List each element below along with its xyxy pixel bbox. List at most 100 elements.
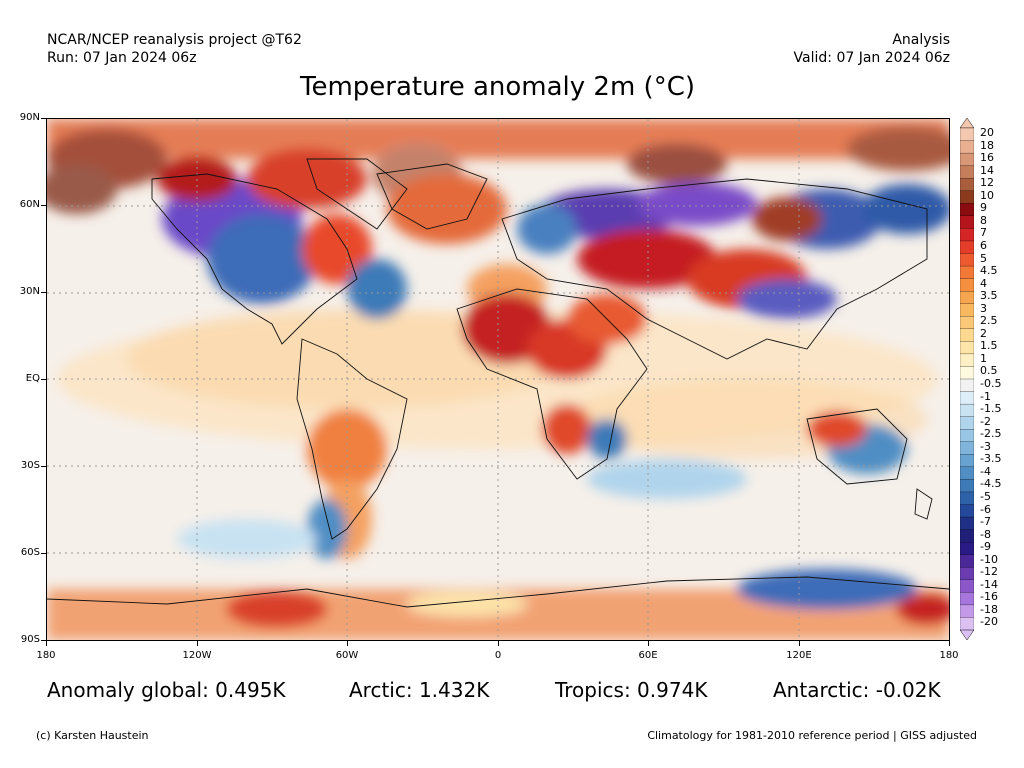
lat-label-90n: 90N xyxy=(19,112,40,123)
colorbar-swatch xyxy=(960,504,974,518)
lat-tick xyxy=(41,379,46,380)
colorbar-swatch xyxy=(960,215,974,230)
colorbar-label: 7 xyxy=(980,226,987,240)
colorbar-swatch xyxy=(960,454,974,468)
lon-label-120w: 120W xyxy=(182,650,212,661)
colorbar-swatch xyxy=(960,353,974,368)
colorbar-swatch xyxy=(960,617,974,631)
colorbar-label: 5 xyxy=(980,251,987,265)
lat-tick xyxy=(41,292,46,293)
colorbar-swatch xyxy=(960,366,974,380)
lon-label-0: 0 xyxy=(494,650,502,661)
colorbar-label: -1 xyxy=(980,389,991,403)
run-info: NCAR/NCEP reanalysis project @T62 Run: 0… xyxy=(47,31,302,67)
lon-tick xyxy=(46,641,47,646)
lon-label-60e: 60E xyxy=(638,650,658,661)
colorbar-label: -20 xyxy=(980,615,998,629)
colorbar-swatch xyxy=(960,140,974,154)
colorbar-label: -4.5 xyxy=(980,477,1002,491)
temperature-anomaly-map xyxy=(46,118,950,641)
lat-label-30s: 30S xyxy=(20,460,40,471)
lat-tick xyxy=(41,118,46,119)
run-time: Run: 07 Jan 2024 06z xyxy=(47,50,197,66)
colorbar-swatch xyxy=(960,529,974,543)
colorbar xyxy=(960,118,974,640)
colorbar-swatch xyxy=(960,190,974,204)
colorbar-swatch xyxy=(960,479,974,493)
colorbar-label: 4 xyxy=(980,276,987,290)
colorbar-label: 10 xyxy=(980,188,994,202)
colorbar-swatch xyxy=(960,203,974,217)
colorbar-swatch xyxy=(960,541,974,556)
coastlines xyxy=(47,158,949,608)
colorbar-label: -3 xyxy=(980,439,991,453)
colorbar-label: -14 xyxy=(980,577,998,591)
colorbar-swatch xyxy=(960,127,974,142)
map-title: Temperature anomaly 2m (°C) xyxy=(300,72,695,102)
lat-label-60n: 60N xyxy=(19,199,40,210)
lon-tick xyxy=(498,641,499,646)
lat-tick xyxy=(41,640,46,641)
lat-tick xyxy=(41,205,46,206)
valid-time: Valid: 07 Jan 2024 06z xyxy=(793,50,950,66)
colorbar-swatch xyxy=(960,429,974,443)
colorbar-label: 3 xyxy=(980,301,987,315)
stat-antarctic: Antarctic: -0.02K xyxy=(773,678,941,702)
colorbar-label: -7 xyxy=(980,515,991,529)
colorbar-swatch xyxy=(960,178,974,192)
lat-label-60s: 60S xyxy=(20,547,40,558)
lat-label-90s: 90S xyxy=(20,634,40,645)
colorbar-swatch xyxy=(960,152,974,167)
colorbar-label: 20 xyxy=(980,126,994,139)
colorbar-swatch xyxy=(960,579,974,593)
lat-label-eq: EQ xyxy=(25,373,40,384)
colorbar-swatch xyxy=(960,466,974,481)
colorbar-swatch xyxy=(960,391,974,405)
colorbar-label: 1 xyxy=(980,351,987,365)
model-name: NCAR/NCEP reanalysis project @T62 xyxy=(47,32,302,48)
colorbar-top-arrow xyxy=(960,118,974,129)
colorbar-label: -1.5 xyxy=(980,402,1002,416)
lon-tick xyxy=(347,641,348,646)
lon-label-120e: 120E xyxy=(786,650,812,661)
colorbar-label: 0.5 xyxy=(980,364,998,378)
colorbar-label: 18 xyxy=(980,138,994,152)
colorbar-swatch xyxy=(960,403,974,418)
colorbar-swatch xyxy=(960,253,974,267)
colorbar-swatch xyxy=(960,416,974,430)
colorbar-swatch xyxy=(960,328,974,343)
valid-info: Analysis Valid: 07 Jan 2024 06z xyxy=(794,31,950,67)
colorbar-label: -12 xyxy=(980,565,998,579)
stat-global: Anomaly global: 0.495K xyxy=(47,678,286,702)
colorbar-label: 4.5 xyxy=(980,264,998,278)
colorbar-swatch xyxy=(960,516,974,531)
colorbar-label: 16 xyxy=(980,151,994,165)
analysis-label: Analysis xyxy=(892,32,950,48)
colorbar-swatch xyxy=(960,341,974,355)
colorbar-label: -0.5 xyxy=(980,377,1002,390)
climatology-note: Climatology for 1981-2010 reference peri… xyxy=(647,729,977,742)
lon-label-180e: 180 xyxy=(939,650,959,661)
colorbar-swatch xyxy=(960,554,974,568)
colorbar-swatch xyxy=(960,604,974,619)
colorbar-swatch xyxy=(960,278,974,292)
colorbar-label: -2 xyxy=(980,414,991,428)
credit: (c) Karsten Haustein xyxy=(36,729,149,742)
colorbar-label: -10 xyxy=(980,552,998,566)
colorbar-swatch xyxy=(960,491,974,506)
colorbar-swatch xyxy=(960,316,974,330)
colorbar-label: -18 xyxy=(980,602,998,616)
lat-tick xyxy=(41,466,46,467)
colorbar-label: 14 xyxy=(980,163,994,177)
colorbar-label: 6 xyxy=(980,238,987,252)
stat-tropics: Tropics: 0.974K xyxy=(555,678,708,702)
graticule xyxy=(47,119,949,640)
anomaly-field xyxy=(47,119,949,640)
colorbar-swatch xyxy=(960,290,974,305)
colorbar-label: -9 xyxy=(980,540,991,554)
lon-label-180w: 180 xyxy=(36,650,56,661)
colorbar-label: -4 xyxy=(980,464,991,478)
colorbar-label: 2.5 xyxy=(980,314,998,328)
lon-label-60w: 60W xyxy=(335,650,359,661)
colorbar-swatch xyxy=(960,228,974,242)
